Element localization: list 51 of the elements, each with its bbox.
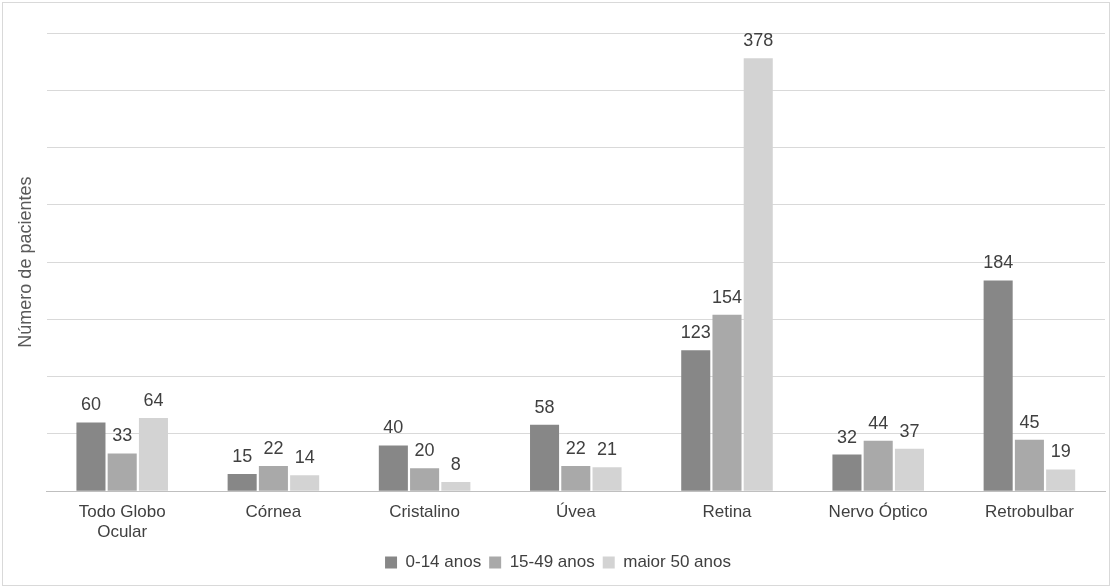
bar: [681, 350, 711, 491]
data-label: 22: [263, 437, 284, 458]
bar: [1014, 439, 1044, 491]
data-label: 33: [112, 425, 133, 446]
data-label: 45: [1019, 411, 1040, 432]
data-label: 22: [565, 437, 586, 458]
data-label: 19: [1050, 441, 1071, 462]
bar: [1046, 469, 1076, 491]
data-label: 37: [899, 420, 920, 441]
data-label: 21: [597, 439, 618, 460]
bar: [107, 453, 137, 491]
data-label: 123: [680, 322, 711, 343]
data-label: 44: [868, 412, 889, 433]
bar: [227, 474, 257, 491]
y-axis-title: Número de pacientes: [14, 176, 35, 348]
bar: [592, 467, 622, 491]
data-label: 154: [711, 286, 743, 307]
legend-label: maior 50 anos: [623, 552, 731, 572]
x-tick-label: Retrobulbar: [984, 502, 1075, 522]
data-label: 60: [80, 394, 101, 415]
bar: [410, 468, 440, 491]
bar: [530, 424, 560, 491]
data-label: 58: [534, 396, 555, 417]
data-label: 378: [743, 30, 774, 51]
data-label: 8: [450, 454, 461, 474]
x-tick-label: Retina: [702, 502, 753, 522]
x-tick-label: Todo Globo Ocular: [78, 502, 166, 542]
data-label: 32: [836, 426, 857, 447]
bar: [863, 440, 893, 491]
bar: [258, 466, 288, 491]
bar: [76, 422, 106, 491]
bar: [378, 445, 408, 491]
data-label: 64: [143, 389, 164, 410]
data-label: 20: [414, 440, 435, 461]
x-tick-label: Úvea: [555, 502, 597, 522]
legend-label: 15-49 anos: [509, 552, 595, 572]
bar: [441, 482, 471, 491]
data-label: 184: [983, 252, 1014, 273]
bar: [712, 314, 742, 491]
data-label: 40: [383, 417, 404, 438]
bar: [832, 454, 862, 491]
x-tick-label: Nervo Óptico: [828, 502, 928, 522]
data-label: 15: [232, 445, 253, 466]
bar: [983, 280, 1013, 491]
legend-label: 0-14 anos: [405, 552, 482, 572]
data-label: 14: [294, 447, 315, 468]
bar: [894, 448, 924, 491]
bar: [290, 475, 320, 491]
x-tick-label: Cristalino: [389, 502, 461, 522]
bar: [561, 466, 591, 491]
x-tick-label: Córnea: [245, 502, 302, 522]
